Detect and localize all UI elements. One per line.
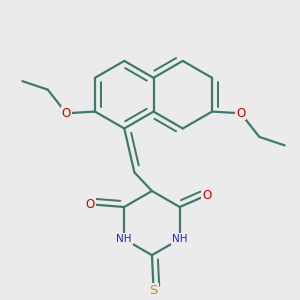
- Text: O: O: [236, 107, 245, 120]
- Text: NH: NH: [172, 234, 188, 244]
- Text: O: O: [62, 107, 71, 120]
- Text: NH: NH: [116, 234, 132, 244]
- Text: O: O: [202, 189, 212, 202]
- Text: O: O: [86, 198, 95, 211]
- Text: S: S: [149, 284, 158, 297]
